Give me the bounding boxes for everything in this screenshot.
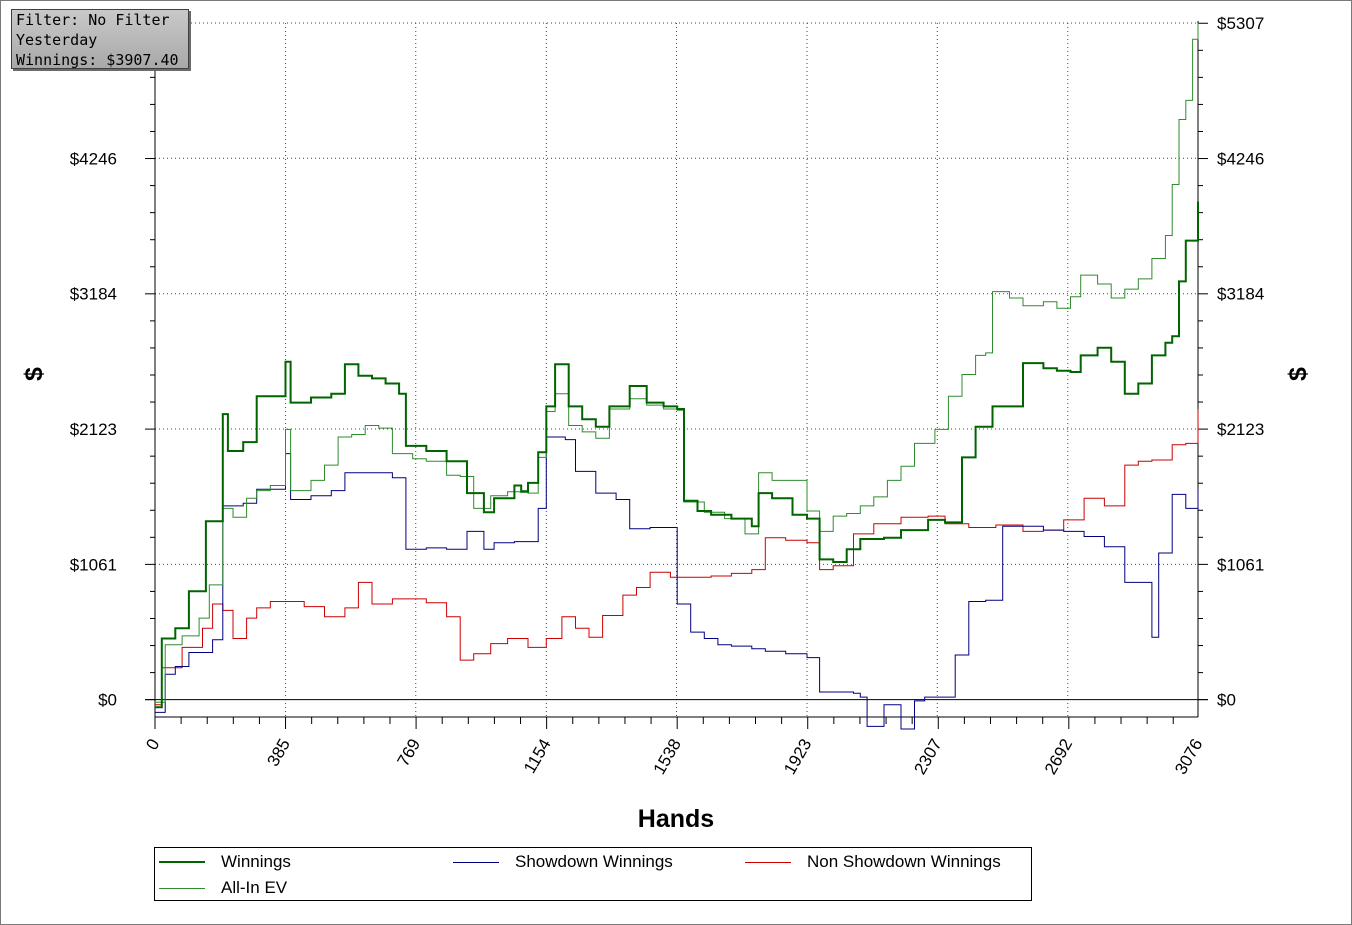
legend-item-non-showdown-winnings: Non Showdown Winnings xyxy=(745,849,1001,875)
y-tick-label-right: $3184 xyxy=(1217,285,1264,304)
legend-label: Non Showdown Winnings xyxy=(807,852,1001,871)
y-tick-label-right: $5307 xyxy=(1217,14,1264,33)
x-tick-label: 3076 xyxy=(1171,736,1206,778)
y-tick-label-left: $1061 xyxy=(70,555,117,574)
y-tick-label-left: $3184 xyxy=(70,285,117,304)
winnings-total-line: Winnings: $3907.40 xyxy=(16,51,179,69)
y-tick-label-right: $0 xyxy=(1217,691,1236,710)
y-axis-label-right: $ xyxy=(1284,367,1312,381)
legend-item-all-in-ev: All-In EV xyxy=(159,875,287,901)
legend-label: All-In EV xyxy=(221,878,288,897)
series-line-winnings xyxy=(155,201,1199,709)
grid-lines xyxy=(155,22,1198,717)
legend-swatch xyxy=(453,861,499,863)
legend-label: Winnings xyxy=(221,852,291,871)
series-line-all-in-ev xyxy=(155,23,1199,703)
series-line-non-showdown-winnings xyxy=(155,409,1199,706)
y-tick-label-right: $1061 xyxy=(1217,555,1264,574)
x-tick-label: 769 xyxy=(394,736,425,770)
date-range-line: Yesterday xyxy=(16,31,98,49)
legend-item-winnings: Winnings xyxy=(159,849,291,875)
x-tick-label: 2307 xyxy=(910,736,945,778)
y-axis-label-left: $ xyxy=(20,367,48,381)
legend-item-showdown-winnings: Showdown Winnings xyxy=(453,849,673,875)
axes: $0 $0 $1061 $1061 $2123 $2123 $3184 $3184 $4246 $… xyxy=(70,14,1265,778)
y-tick-label-right: $2123 xyxy=(1217,420,1264,439)
legend-swatch xyxy=(745,861,791,863)
x-tick-label: 1923 xyxy=(780,736,815,778)
x-tick-label: 1154 xyxy=(520,736,555,777)
filter-info-box: Filter: No Filter Yesterday Winnings: $3… xyxy=(11,9,189,69)
y-tick-label-left: $2123 xyxy=(70,420,117,439)
chart-legend: Winnings Showdown Winnings Non Showdown … xyxy=(154,847,1032,901)
y-tick-label-left: $0 xyxy=(98,691,117,710)
x-tick-label: 385 xyxy=(263,736,294,770)
legend-label: Showdown Winnings xyxy=(515,852,673,871)
filter-line: Filter: No Filter xyxy=(16,11,170,29)
y-tick-label-right: $4246 xyxy=(1217,149,1264,168)
series-line-showdown-winnings xyxy=(155,436,1199,730)
x-tick-label: 1538 xyxy=(650,736,685,778)
x-tick-label: 0 xyxy=(142,736,163,754)
x-axis-label: Hands xyxy=(638,805,714,833)
legend-swatch xyxy=(159,861,205,863)
y-tick-label-left: $4246 xyxy=(70,149,117,168)
legend-swatch xyxy=(159,887,205,889)
series-lines xyxy=(155,23,1199,730)
x-tick-label: 2692 xyxy=(1041,736,1076,778)
